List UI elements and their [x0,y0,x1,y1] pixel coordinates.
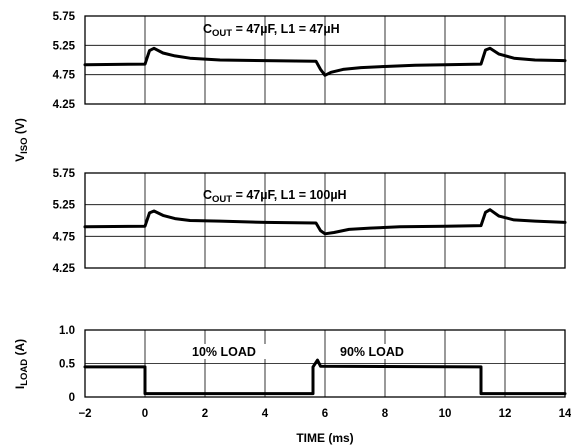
x-tick-label: 8 [382,408,389,420]
panel-middle-ytick-label: 5.75 [53,168,76,180]
x-tick-label: 10 [439,408,452,420]
panel-bottom-ytick-label: 1.0 [59,325,75,337]
annotation-10-load: 10% LOAD [192,345,256,359]
y-axis-label-viso: VISO (V) [13,118,30,162]
panel-top-trace [83,46,567,77]
panel-middle: 5.75 5.25 4.75 4.25 COUT = 47µF, L1 = 100µH [53,168,567,275]
panel-middle-yticks: 5.75 5.25 4.75 4.25 [53,168,76,275]
panel-top-ytick-label: 4.75 [53,70,76,82]
panel-bottom-ytick-label: 0 [69,392,75,404]
panel-top-yticks: 5.75 5.25 4.75 4.25 [53,11,76,111]
panel-bottom-trace [83,358,567,396]
x-tick-label: 12 [499,408,512,420]
x-tick-labels: −2 0 2 4 6 8 10 12 14 [78,408,571,420]
panel-top-ytick-label: 5.25 [53,40,76,52]
panel-middle-ytick-label: 5.25 [53,200,76,212]
x-tick-label: 0 [142,408,148,420]
y-axis-label-iload: ILOAD (A) [13,339,30,389]
panel-top-ytick-label: 5.75 [53,11,76,23]
panel-middle-annotation: COUT = 47µF, L1 = 100µH [203,188,347,205]
panel-bottom-grid [85,330,565,397]
panel-bottom: 1.0 0.5 0 10% LOAD 90% LOAD [59,325,567,404]
panel-middle-trace [83,208,567,236]
annotation-90-load: 90% LOAD [340,345,404,359]
panel-top-ytick-label: 4.25 [53,99,76,111]
panel-bottom-ytick-label: 0.5 [59,359,76,371]
panel-top: 5.75 5.25 4.75 4.25 COUT = 47µF, L1 = 47µH [53,11,567,111]
panel-top-annotation: COUT = 47µF, L1 = 47µH [203,22,340,39]
x-tick-label: 14 [559,408,571,420]
x-tick-label: 4 [262,408,269,420]
panel-middle-ytick-label: 4.75 [53,231,76,243]
panel-bottom-yticks: 1.0 0.5 0 [59,325,76,404]
panel-middle-ytick-label: 4.25 [53,263,76,275]
panel-middle-grid [85,173,565,268]
x-tick-label: 2 [202,408,208,420]
x-tick-label: −2 [78,408,91,420]
x-axis-label: TIME (ms) [296,431,353,445]
x-tick-label: 6 [322,408,328,420]
